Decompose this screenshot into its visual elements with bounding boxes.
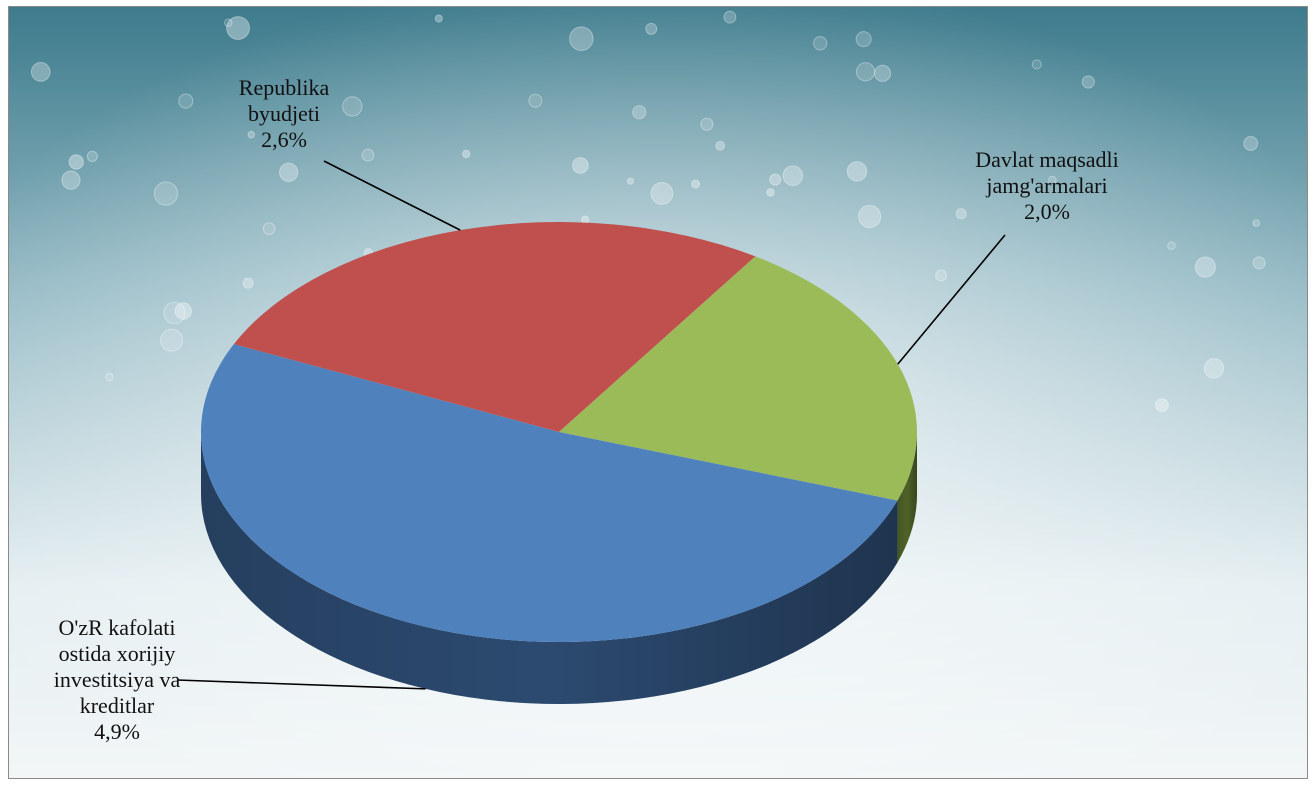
water-drop [242, 277, 254, 289]
pie-slice-2 [200, 344, 898, 643]
slice-label-line: O'zR kafolati [59, 615, 176, 640]
water-drop [68, 154, 84, 170]
water-drop [955, 208, 967, 220]
slice-label-1: Davlat maqsadli jamg'armalari 2,0% [975, 147, 1119, 224]
water-drop [935, 269, 947, 282]
pie-slice-0 [233, 222, 756, 432]
water-drop [715, 140, 726, 151]
slice-label-line: Davlat maqsadli [975, 147, 1119, 172]
leader-line-2 [176, 679, 426, 690]
water-drop [1243, 136, 1259, 151]
water-drop [813, 36, 828, 51]
slice-label-line: kreditlar [80, 693, 155, 718]
water-drop [700, 117, 714, 131]
slice-value-label: 2,0% [1024, 199, 1070, 224]
water-drop [690, 179, 701, 189]
pie-tops [200, 222, 917, 643]
slice-label-line: byudjeti [248, 101, 320, 126]
water-drop [262, 222, 276, 235]
water-drop [178, 93, 194, 109]
leader-line-0 [323, 160, 461, 231]
water-drop [650, 182, 674, 205]
pie-slice-side-shade-1 [897, 432, 917, 563]
water-drop [342, 96, 363, 117]
slice-label-0: Republika byudjeti 2,6% [239, 75, 330, 152]
water-drop [855, 62, 876, 82]
water-drop [160, 328, 184, 352]
water-drop [226, 16, 251, 40]
slice-label-2: O'zR kafolati ostida xorijiy investitsiya … [54, 615, 181, 744]
water-drop [1154, 398, 1169, 413]
slice-value-label: 2,6% [261, 127, 307, 152]
water-drop [247, 130, 255, 139]
slice-label-line: investitsiya va [54, 667, 181, 692]
water-drop [1203, 358, 1225, 379]
water-drop [723, 10, 737, 24]
slice-labels: Republika byudjeti 2,6% Davlat maqsadli jamg… [54, 75, 1119, 744]
water-drop [874, 64, 892, 82]
pie-slice-1 [559, 256, 917, 501]
water-drop [645, 22, 658, 35]
pie-chart-frame: Republika byudjeti 2,6% Davlat maqsadli jamg… [8, 6, 1308, 779]
water-drop [1031, 59, 1042, 70]
water-drop [1252, 256, 1266, 270]
water-drop [1252, 219, 1261, 227]
leader-lines [176, 160, 1006, 690]
water-drop [434, 14, 443, 23]
water-drop [86, 150, 98, 162]
water-drop [224, 18, 233, 27]
slice-label-line: jamg'armalari [985, 173, 1107, 198]
water-drop [857, 204, 882, 229]
slice-label-line: Republika [239, 75, 330, 100]
water-drop [626, 177, 635, 185]
pie-chart: Republika byudjeti 2,6% Davlat maqsadli jamg… [9, 7, 1307, 778]
water-drop [572, 157, 589, 174]
water-drop [846, 161, 868, 182]
water-drop [1048, 175, 1057, 185]
leader-line-1 [897, 234, 1006, 365]
slice-value-label: 4,9% [94, 719, 140, 744]
water-drop [1081, 75, 1095, 89]
water-drop [1194, 256, 1216, 278]
water-drop [163, 301, 186, 325]
water-drop [153, 181, 179, 206]
water-drop [580, 215, 590, 224]
water-drop [782, 165, 804, 187]
water-drop [766, 187, 775, 197]
water-drop [769, 173, 782, 186]
water-drop [528, 93, 543, 108]
pie-slice-side-shade-2 [201, 432, 898, 705]
water-drop [105, 372, 114, 382]
water-drop [30, 62, 51, 82]
water-drop [174, 302, 193, 320]
water-drop [361, 148, 375, 162]
water-drop [61, 170, 81, 190]
water-drop [461, 149, 471, 159]
water-drop [632, 105, 647, 120]
water-drop [279, 162, 299, 182]
water-drop [569, 26, 594, 51]
slice-label-line: ostida xorijiy [59, 641, 176, 666]
pie-sides [201, 432, 917, 705]
water-drop [1167, 241, 1176, 251]
water-drop [855, 31, 872, 48]
